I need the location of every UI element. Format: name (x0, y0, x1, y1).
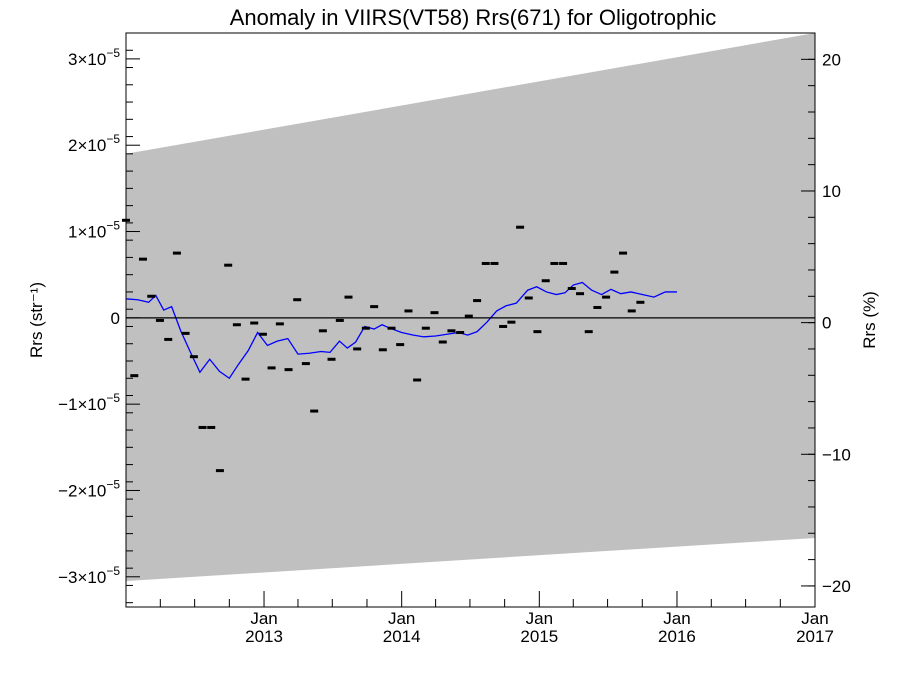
y-left-tick-label: −1×10−5 (58, 391, 120, 414)
data-point (164, 337, 173, 341)
anomaly-points-series (122, 218, 645, 473)
y-left-tick-label: 0 (111, 309, 120, 328)
data-point (318, 329, 327, 333)
data-point (550, 261, 559, 265)
data-point (335, 318, 344, 322)
data-point (499, 324, 508, 328)
y-left-tick-label: −3×10−5 (58, 564, 120, 587)
x-tick-label-year: 2017 (796, 627, 834, 646)
data-point (215, 469, 224, 473)
data-point (576, 292, 585, 296)
data-point (593, 305, 602, 309)
y-right-tick-label: −20 (822, 577, 851, 596)
x-tick-label-month: Jan (801, 609, 828, 628)
y-right-tick-label: 10 (822, 182, 841, 201)
plot-frame (125, 32, 816, 608)
data-point (232, 323, 241, 327)
data-point (413, 378, 422, 382)
data-point (516, 225, 525, 229)
data-point (241, 377, 250, 381)
data-point (404, 309, 413, 313)
data-point (430, 311, 439, 315)
data-point (438, 340, 447, 344)
uncertainty-band (126, 33, 815, 582)
y-axis-label-right: Rrs (%) (860, 291, 879, 349)
plot-axes: 3×10−5 2×10−5 1×10−5 0 −1×10−5 −2×10−5 −3×10−5… (58, 32, 851, 646)
data-point (636, 300, 645, 304)
data-point (198, 425, 207, 429)
data-point (447, 329, 456, 333)
data-point (172, 251, 181, 255)
data-point (301, 362, 310, 366)
data-point (284, 368, 293, 372)
x-tick-label-month: Jan (526, 609, 553, 628)
data-point (387, 326, 396, 330)
y-right-tick-label: 0 (822, 314, 831, 333)
data-point (361, 326, 370, 330)
x-tick-label-year: 2016 (658, 627, 696, 646)
data-point (275, 322, 284, 326)
y-left-tick-label: 1×10−5 (68, 219, 120, 242)
data-point (456, 331, 465, 335)
data-point (138, 257, 147, 261)
data-point (421, 326, 430, 330)
y-left-tick-label: 3×10−5 (68, 46, 120, 69)
data-point (473, 299, 482, 303)
data-point (258, 332, 267, 336)
data-point (490, 261, 499, 265)
data-point (147, 294, 156, 298)
x-tick-label-year: 2013 (245, 627, 283, 646)
x-tick-label-month: Jan (250, 609, 277, 628)
data-point (155, 318, 164, 322)
data-point (524, 296, 533, 300)
data-point (619, 251, 628, 255)
data-point (507, 320, 516, 324)
y-right-tick-label: 20 (822, 50, 841, 69)
data-point (224, 263, 233, 267)
data-point (378, 348, 387, 352)
data-point (353, 347, 362, 351)
data-point (559, 261, 568, 265)
band-area (126, 33, 815, 582)
data-point (541, 279, 550, 283)
chart-title: Anomaly in VIIRS(VT58) Rrs(671) for Olig… (230, 5, 717, 30)
data-point (533, 330, 542, 334)
x-tick-label-year: 2015 (520, 627, 558, 646)
data-point (181, 331, 190, 335)
data-point (267, 366, 276, 370)
data-point (189, 355, 198, 359)
data-point (250, 321, 259, 325)
data-point (207, 425, 216, 429)
data-point (130, 374, 139, 378)
y-left-tick-label: 2×10−5 (68, 132, 120, 155)
data-point (293, 298, 302, 302)
x-tick-label-month: Jan (388, 609, 415, 628)
data-point (567, 286, 576, 290)
data-point (602, 295, 611, 299)
data-point (310, 409, 319, 413)
data-point (610, 270, 619, 274)
data-point (481, 261, 490, 265)
x-tick-label-month: Jan (663, 609, 690, 628)
data-point (627, 309, 636, 313)
data-point (396, 343, 405, 347)
data-point (370, 305, 379, 309)
data-point (584, 330, 593, 334)
data-point (327, 357, 336, 361)
y-left-tick-label: −2×10−5 (58, 477, 120, 500)
x-tick-label-year: 2014 (383, 627, 421, 646)
y-axis-label-left: Rrs (str⁻¹) (27, 282, 46, 358)
data-point (464, 314, 473, 318)
data-point (344, 295, 353, 299)
y-right-tick-label: −10 (822, 445, 851, 464)
